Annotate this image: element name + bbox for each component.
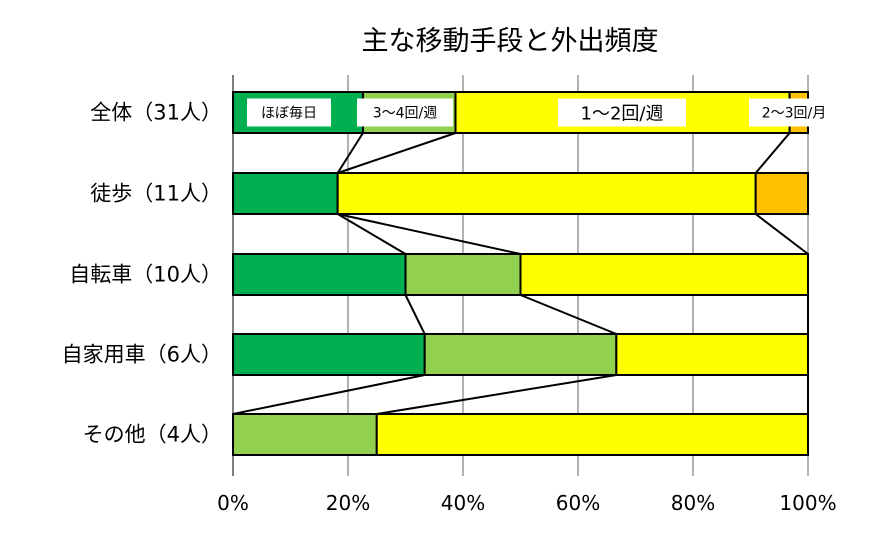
bar-segment	[232, 333, 426, 376]
legend-label: 3～4回/週	[373, 106, 438, 122]
series-line	[754, 132, 791, 174]
category-label: 徒歩（11人）	[90, 182, 222, 206]
bar-segment	[336, 172, 757, 215]
category-label: 自転車（10人）	[69, 263, 222, 287]
x-tick-label: 0%	[217, 491, 249, 515]
series-line	[520, 294, 617, 335]
bar-segment	[232, 253, 407, 296]
x-tick-label: 20%	[326, 491, 370, 515]
series-line	[336, 132, 364, 174]
series-line	[232, 374, 425, 415]
category-label: その他（4人）	[83, 423, 222, 447]
category-label: 自家用車（6人）	[62, 343, 222, 367]
x-tick-label: 80%	[671, 491, 715, 515]
bar-segment	[404, 253, 522, 296]
legend-label: 1～2回/週	[581, 104, 664, 125]
series-line	[337, 213, 521, 255]
series-line	[337, 132, 456, 174]
legend-label: 2～3回/月	[762, 106, 827, 122]
x-tick-labels: 0% 20% 40% 60% 80% 100%	[217, 491, 836, 515]
bar-segment	[519, 253, 809, 296]
bar-segment	[375, 413, 809, 456]
x-tick-label: 60%	[556, 491, 600, 515]
series-line	[404, 294, 426, 335]
x-tick-label: 40%	[441, 491, 485, 515]
x-tick-label: 100%	[779, 491, 836, 515]
legend-box	[357, 98, 453, 127]
series-line	[755, 213, 809, 255]
chart-title: 主な移動手段と外出頻度	[362, 26, 659, 57]
bar-segment	[754, 172, 809, 215]
series-lines	[232, 132, 809, 415]
legend-box	[558, 98, 686, 127]
bar-segment	[232, 413, 378, 456]
legend-box	[749, 98, 839, 127]
bar-segment	[423, 333, 618, 376]
bar-segment	[615, 333, 809, 376]
category-label: 全体（31人）	[90, 101, 222, 125]
bar-segment	[232, 172, 339, 215]
legend-box	[247, 98, 331, 127]
bars	[232, 91, 809, 456]
series-line	[337, 213, 407, 255]
series-line	[376, 374, 617, 415]
category-labels: 全体（31人） 徒歩（11人） 自転車（10人） 自家用車（6人） その他（4人）	[62, 101, 222, 447]
legend-label: ほぼ毎日	[261, 106, 317, 122]
inline-legend: ほぼ毎日 3～4回/週 1～2回/週 2～3回/月	[247, 98, 839, 127]
